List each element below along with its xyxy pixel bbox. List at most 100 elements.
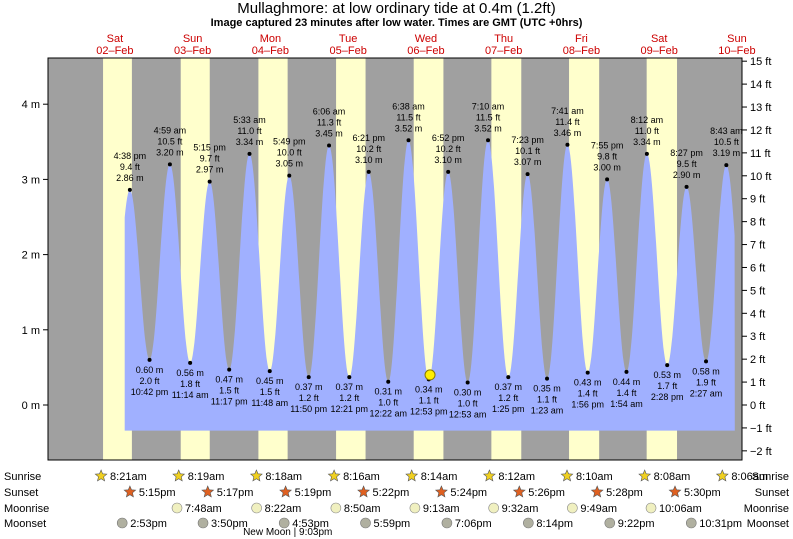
low-tide-time-label: 1:23 am: [531, 406, 564, 416]
moonrise-moon-icon: [251, 502, 262, 514]
right-axis-tick-label: −1 ft: [750, 423, 772, 435]
left-axis-tick-label: 0 m: [22, 400, 40, 412]
low-tide-time-label: 10:42 pm: [131, 387, 169, 397]
moonset-moon-icon: [523, 517, 534, 529]
low-tide-point: [665, 363, 670, 368]
low-tide-time-label: 1:54 am: [610, 399, 643, 409]
low-tide-time-label: 12:21 pm: [331, 404, 369, 414]
sunrise-time-label: 8:10am: [576, 471, 613, 483]
low-tide-point: [267, 369, 272, 374]
low-tide-m-label: 0.31 m: [374, 387, 402, 397]
astro-row-label-left: Sunset: [4, 487, 38, 499]
day-name-label: Mon: [260, 33, 281, 45]
high-tide-ft-label: 10.2 ft: [436, 144, 462, 154]
astro-row-label-right: Moonrise: [744, 503, 789, 515]
moonset-time-label: 2:53pm: [130, 518, 167, 530]
high-tide-m-label: 3.52 m: [474, 123, 502, 133]
day-name-label: Sat: [651, 33, 668, 45]
sunrise-time-label: 8:18am: [265, 471, 302, 483]
sunset-time-label: 5:26pm: [528, 487, 565, 499]
sunset-time-label: 5:17pm: [217, 487, 254, 499]
high-tide-time-label: 5:33 am: [233, 115, 266, 125]
high-tide-time-label: 8:43 am: [710, 126, 743, 136]
high-tide-time-label: 4:59 am: [154, 125, 187, 135]
right-axis-tick-label: 0 ft: [750, 400, 765, 412]
low-tide-ft-label: 1.2 ft: [299, 393, 320, 403]
left-axis-tick-label: 2 m: [22, 250, 40, 262]
high-tide-point: [644, 151, 649, 156]
right-axis-tick-label: 4 ft: [750, 308, 765, 320]
current-tide-marker: [424, 369, 436, 381]
high-tide-point: [366, 169, 371, 174]
sunset-star-icon: [512, 485, 526, 498]
high-tide-point: [127, 187, 132, 192]
low-tide-ft-label: 1.4 ft: [578, 389, 599, 399]
low-tide-ft-label: 1.1 ft: [537, 395, 558, 405]
day-name-label: Wed: [415, 33, 437, 45]
low-tide-m-label: 0.45 m: [256, 376, 284, 386]
low-tide-m-label: 0.34 m: [415, 384, 443, 394]
moonrise-moon-icon: [330, 502, 342, 514]
low-tide-m-label: 0.44 m: [613, 377, 641, 387]
low-tide-time-label: 12:22 am: [369, 409, 407, 419]
day-date-label: 06–Feb: [407, 45, 444, 57]
sunset-time-label: 5:19pm: [295, 487, 332, 499]
low-tide-time-label: 2:27 am: [690, 388, 723, 398]
high-tide-time-label: 6:06 am: [313, 107, 346, 117]
sunrise-star-icon: [715, 469, 729, 482]
moonset-time-label: 9:22pm: [618, 518, 655, 530]
day-date-label: 08–Feb: [563, 45, 600, 57]
sunset-time-label: 5:30pm: [684, 487, 721, 499]
high-tide-time-label: 8:12 am: [631, 115, 664, 125]
sunset-time-label: 5:22pm: [373, 487, 410, 499]
tide-area: [124, 140, 735, 431]
right-axis-tick-label: 7 ft: [750, 240, 765, 252]
high-tide-time-label: 5:15 pm: [193, 143, 226, 153]
high-tide-point: [605, 177, 610, 182]
moonset-time-label: 4:53pm: [292, 518, 329, 530]
high-tide-m-label: 3.10 m: [434, 155, 462, 165]
high-tide-m-label: 3.34 m: [633, 137, 661, 147]
day-date-label: 03–Feb: [174, 45, 211, 57]
high-tide-point: [287, 173, 292, 178]
low-tide-point: [347, 375, 352, 380]
moonrise-time-label: 8:22am: [265, 503, 302, 515]
high-tide-m-label: 3.19 m: [713, 148, 741, 158]
right-axis-tick-label: 3 ft: [750, 331, 765, 343]
low-tide-ft-label: 1.0 ft: [378, 398, 399, 408]
sunrise-star-icon: [327, 469, 341, 482]
low-tide-point: [465, 380, 470, 385]
low-tide-time-label: 1:56 pm: [571, 400, 604, 410]
day-name-label: Thu: [494, 33, 513, 45]
low-tide-point: [624, 369, 629, 374]
high-tide-ft-label: 9.7 ft: [200, 154, 221, 164]
sunrise-time-label: 8:06am: [731, 471, 768, 483]
low-tide-m-label: 0.35 m: [533, 384, 561, 394]
low-tide-m-label: 0.37 m: [495, 382, 523, 392]
low-tide-point: [386, 379, 391, 384]
high-tide-time-label: 6:21 pm: [352, 133, 385, 143]
moonset-time-label: 3:50pm: [211, 518, 248, 530]
high-tide-ft-label: 9.8 ft: [597, 151, 618, 161]
high-tide-point: [207, 179, 212, 184]
high-tide-point: [247, 151, 252, 156]
high-tide-m-label: 3.05 m: [275, 159, 303, 169]
high-tide-m-label: 3.45 m: [315, 129, 343, 139]
moonrise-moon-icon: [171, 502, 183, 514]
low-tide-m-label: 0.60 m: [136, 365, 164, 375]
high-tide-time-label: 6:52 pm: [432, 133, 465, 143]
low-tide-time-label: 12:53 pm: [410, 406, 448, 416]
sunrise-time-label: 8:21am: [110, 471, 147, 483]
day-date-label: 09–Feb: [641, 45, 678, 57]
high-tide-m-label: 2.90 m: [673, 170, 701, 180]
moonset-moon-icon: [197, 517, 209, 529]
high-tide-ft-label: 11.3 ft: [317, 118, 342, 128]
low-tide-m-label: 0.37 m: [295, 382, 323, 392]
sunrise-star-icon: [172, 469, 186, 482]
low-tide-ft-label: 1.5 ft: [260, 387, 281, 397]
new-moon-label: New Moon | 9:03pm: [243, 527, 332, 538]
high-tide-ft-label: 10.2 ft: [356, 144, 382, 154]
day-date-label: 04–Feb: [252, 45, 289, 57]
high-tide-ft-label: 9.4 ft: [120, 162, 141, 172]
low-tide-point: [147, 357, 152, 362]
